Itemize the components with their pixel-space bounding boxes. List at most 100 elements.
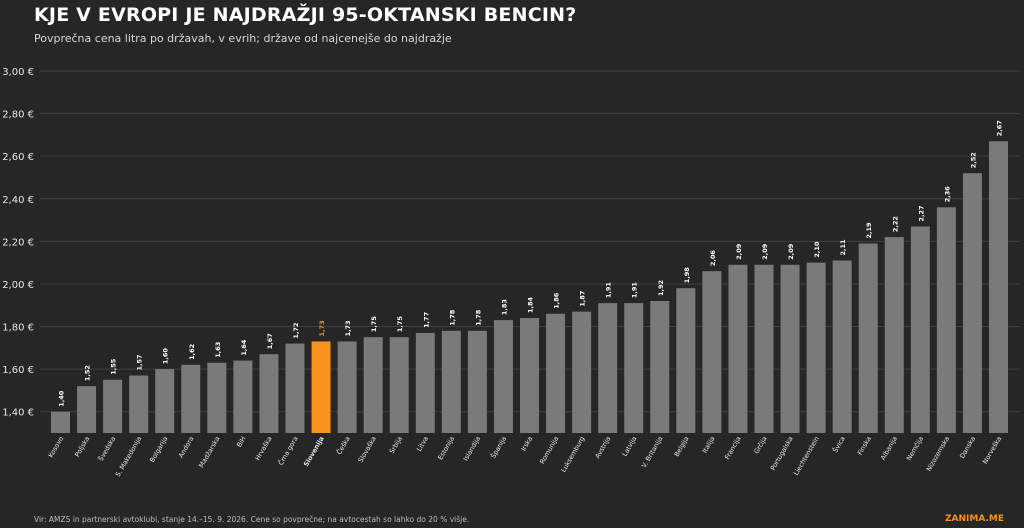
bar <box>780 264 800 433</box>
bar <box>207 362 227 433</box>
bar <box>103 379 123 433</box>
bar <box>702 271 722 433</box>
x-tick-label: Češka <box>334 434 352 455</box>
bar <box>493 320 513 433</box>
y-tick-label: 1,60 € <box>2 365 34 376</box>
value-label: 1,75 <box>396 316 404 333</box>
bar <box>311 341 331 433</box>
value-label: 2,09 <box>787 243 795 260</box>
y-axis-ticks: 1,40 € 1,60 € 1,80 € 2,00 € 2,20 € 2,40 € 2,60… <box>2 67 34 419</box>
y-tick-label: 3,00 € <box>2 67 34 78</box>
x-tick-label: S. Makedonija <box>114 435 144 478</box>
value-label: 2,09 <box>735 243 743 260</box>
value-label: 1,87 <box>579 291 587 307</box>
value-label: 1,60 <box>162 348 170 365</box>
value-label: 2,36 <box>943 186 951 203</box>
bar <box>441 330 461 433</box>
value-label: 2,10 <box>813 241 821 258</box>
x-tick-label: Švedska <box>96 434 117 462</box>
value-label: 2,19 <box>865 222 873 239</box>
y-tick-label: 1,40 € <box>2 408 34 419</box>
value-label: 1,55 <box>110 358 118 375</box>
y-tick-label: 2,40 € <box>2 195 34 206</box>
bar <box>363 337 383 433</box>
bar <box>676 288 696 433</box>
bar <box>572 311 592 433</box>
x-tick-label: Finska <box>856 435 873 457</box>
x-tick-label: Hrvaška <box>254 435 274 462</box>
bar <box>884 237 904 433</box>
x-tick-label: Nizozemska <box>925 435 951 473</box>
x-tick-label: Italija <box>701 435 717 454</box>
value-label: 1,72 <box>292 323 300 339</box>
x-tick-label: Luksemburg <box>559 435 586 474</box>
chart-subtitle: Povprečna cena litra po državah, v evrih… <box>34 32 452 45</box>
x-tick-label: Estonija <box>436 435 456 461</box>
x-tick-label: Nemčija <box>905 435 925 462</box>
x-tick-label: Bolgarija <box>148 435 169 464</box>
bar <box>728 264 748 433</box>
value-label: 1,84 <box>527 296 535 313</box>
y-tick-label: 2,60 € <box>2 152 34 163</box>
value-label: 2,27 <box>917 205 925 221</box>
x-tick-label: BiH <box>235 435 248 449</box>
bar <box>989 141 1008 434</box>
x-tick-label: Črna gora <box>276 434 300 466</box>
bar <box>546 313 566 433</box>
x-tick-label: V. Britanija <box>640 435 664 469</box>
x-tick-label: Portugalska <box>769 435 795 472</box>
value-label: 2,09 <box>761 243 769 260</box>
x-tick-label: Latvija <box>621 435 639 458</box>
value-label: 1,78 <box>448 309 456 326</box>
x-tick-label: Grčija <box>752 435 768 455</box>
x-tick-label: Španija <box>488 434 508 459</box>
x-tick-label: Danska <box>958 435 977 460</box>
value-label: 1,40 <box>58 390 66 407</box>
x-tick-label: Poljska <box>73 435 91 458</box>
bar <box>181 364 201 433</box>
bar <box>520 318 539 433</box>
x-tick-label: Kosovo <box>47 435 65 459</box>
y-tick-label: 2,20 € <box>2 237 34 248</box>
grid-lines <box>40 70 1020 413</box>
x-tick-label: Romunija <box>538 435 560 465</box>
value-label: 2,11 <box>839 239 847 256</box>
x-tick-label: Litva <box>415 435 430 453</box>
bar <box>233 360 253 433</box>
value-label: 1,62 <box>188 344 196 360</box>
bar <box>467 330 487 433</box>
bar <box>832 260 852 433</box>
value-label: 1,73 <box>318 320 326 336</box>
bar <box>129 375 149 433</box>
bar <box>77 386 97 433</box>
x-tick-label: Liechtenstein <box>792 435 821 477</box>
bar <box>415 332 435 433</box>
value-label: 1,57 <box>136 354 144 370</box>
brand-logo[interactable]: ZANIMA.ME <box>945 514 1004 524</box>
x-tick-label: Andora <box>177 435 196 459</box>
value-label: 1,64 <box>240 339 248 356</box>
x-tick-label: Avstrija <box>593 435 612 460</box>
x-tick-label: Irska <box>519 435 534 453</box>
value-label: 1,67 <box>266 333 274 349</box>
y-tick-label: 2,00 € <box>2 280 34 291</box>
source-note: Vir: AMZS in partnerski avtoklubi, stanj… <box>34 515 470 524</box>
value-labels: 1,40 1,52 1,55 1,57 1,60 1,62 1,63 1,64 1,67 1,72… <box>58 120 1004 406</box>
x-tick-label: Francija <box>723 435 743 461</box>
bars <box>51 141 1008 434</box>
y-tick-label: 2,80 € <box>2 110 34 121</box>
x-tick-label: Albanija <box>879 435 899 462</box>
bar <box>910 226 930 433</box>
x-tick-label: Slovenija <box>302 435 326 468</box>
x-tick-label: Srbija <box>388 435 404 455</box>
value-label: 1,91 <box>631 282 639 299</box>
value-label: 1,91 <box>605 282 613 299</box>
value-label: 1,92 <box>657 280 665 296</box>
bar <box>650 300 670 433</box>
bar <box>624 303 644 433</box>
bar <box>389 337 409 433</box>
bar <box>337 341 357 433</box>
value-label: 2,67 <box>996 120 1004 136</box>
chart-title: KJE V EVROPI JE NAJDRAŽJI 95-OKTANSKI BE… <box>34 4 577 26</box>
